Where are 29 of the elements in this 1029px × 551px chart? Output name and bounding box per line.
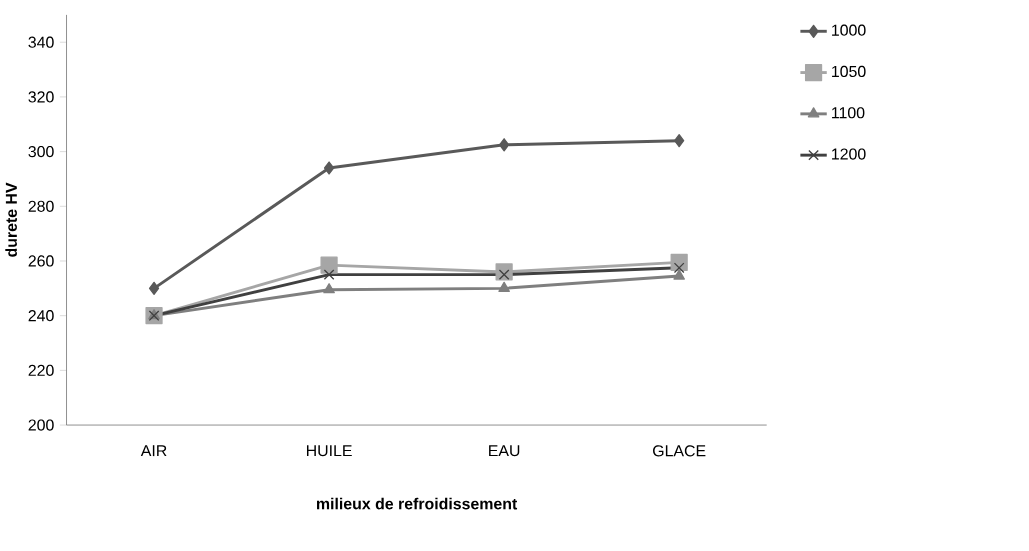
point: [674, 133, 685, 148]
y-tick-label: 220: [28, 364, 54, 376]
point: [148, 281, 160, 295]
point: [499, 138, 510, 152]
y-tick-label: 200: [28, 419, 54, 431]
x-tick-label: AIR: [140, 445, 167, 457]
legend-label: 1000: [832, 24, 866, 36]
legend-label: 1200: [832, 148, 866, 160]
x-tick-label: HUILE: [306, 445, 352, 457]
x-axis-title: milieux de refroidissement: [316, 497, 518, 510]
point: [498, 281, 510, 292]
y-tick-label: 280: [28, 200, 54, 212]
point: [320, 256, 338, 274]
y-tick-label: 320: [28, 91, 54, 103]
point: [323, 269, 335, 280]
y-tick-label: 300: [28, 145, 54, 158]
y-axis-title: durete HV: [5, 182, 17, 257]
y-tick-label: 340: [28, 36, 54, 48]
legend-label: 1050: [832, 65, 866, 77]
legend-label: 1100: [832, 107, 865, 119]
point: [323, 282, 335, 294]
x-tick-label: EAU: [489, 445, 520, 457]
y-tick-label: 260: [28, 255, 54, 267]
y-tick-label: 240: [28, 309, 54, 322]
x-tick-label: GLACE: [653, 445, 706, 457]
point: [498, 269, 510, 280]
point: [323, 161, 335, 175]
point: [673, 262, 685, 274]
point: [673, 269, 685, 280]
